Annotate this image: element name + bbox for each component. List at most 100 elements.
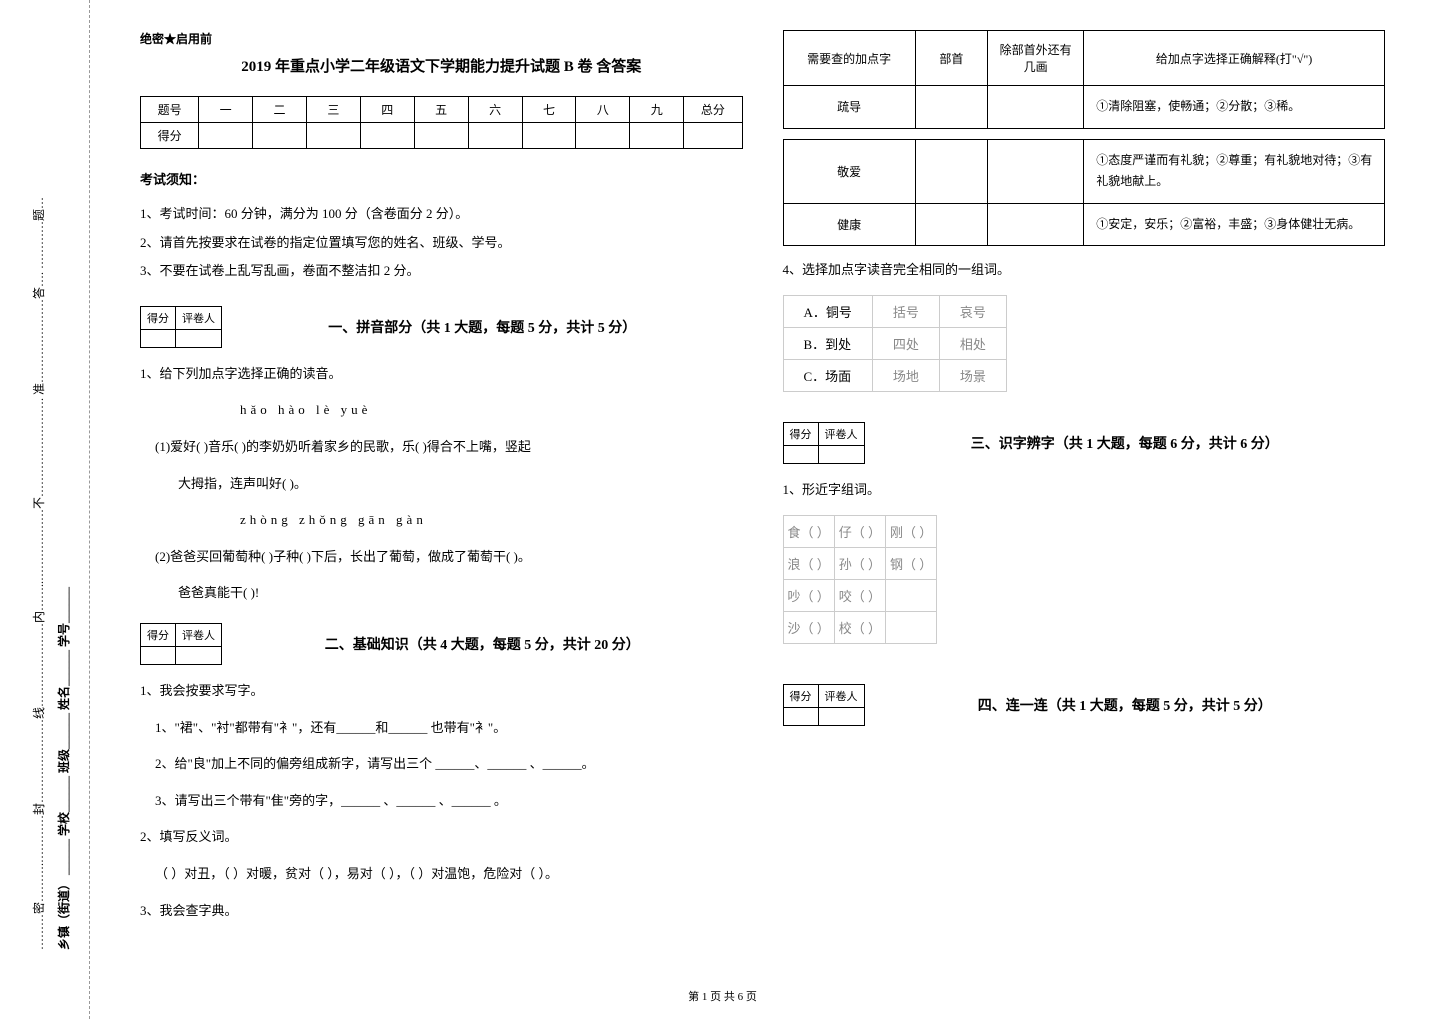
score-box-right: 评卷人 xyxy=(176,306,222,329)
score-box-blank xyxy=(818,445,864,463)
opt-cell: A．铜号 xyxy=(783,295,872,327)
score-header-cell: 六 xyxy=(468,97,522,123)
q1-line2: (2)爸爸买回葡萄种( )子种( )下后，长出了葡萄，做成了葡萄干( )。 xyxy=(155,543,743,572)
score-cell xyxy=(199,123,253,149)
dict-word: 健康 xyxy=(783,203,915,246)
dict-explain: ①态度严谨而有礼貌；②尊重；有礼貌地对待；③有礼貌地献上。 xyxy=(1084,139,1385,203)
dictionary-table-2: 敬爱 ①态度严谨而有礼貌；②尊重；有礼貌地对待；③有礼貌地献上。 健康 ①安定，… xyxy=(783,139,1386,247)
content-area: 绝密★启用前 2019 年重点小学二年级语文下学期能力提升试题 B 卷 含答案 … xyxy=(90,0,1445,1019)
notice-list: 1、考试时间：60 分钟，满分为 100 分（含卷面分 2 分）。 2、请首先按… xyxy=(140,200,743,286)
char-cell: 咬（ ） xyxy=(834,579,885,611)
char-cell: 吵（ ） xyxy=(783,579,834,611)
score-cell xyxy=(684,123,742,149)
char-cell: 食（ ） xyxy=(783,515,834,547)
pronunciation-table: A．铜号 括号 哀号 B．到处 四处 相处 C．场面 场地 场景 xyxy=(783,295,1007,392)
section-2-title: 二、基础知识（共 4 大题，每题 5 分，共计 20 分） xyxy=(222,634,743,654)
section-4-header: 得分 评卷人 四、连一连（共 1 大题，每题 5 分，共计 5 分） xyxy=(783,684,1386,726)
q4-label: 4、选择加点字读音完全相同的一组词。 xyxy=(783,256,1386,285)
score-header-cell: 九 xyxy=(630,97,684,123)
char-cell: 沙（ ） xyxy=(783,611,834,643)
score-box-left: 得分 xyxy=(141,623,176,646)
char-cell: 浪（ ） xyxy=(783,547,834,579)
dict-cell xyxy=(915,86,987,129)
char-cell: 校（ ） xyxy=(834,611,885,643)
dict-explain: ①清除阻塞，使畅通；②分散；③稀。 xyxy=(1084,86,1385,129)
dict-h1: 需要查的加点字 xyxy=(783,31,915,86)
opt-cell: 场地 xyxy=(872,359,939,391)
section-1-header: 得分 评卷人 一、拼音部分（共 1 大题，每题 5 分，共计 5 分） xyxy=(140,306,743,348)
char-cell: 刚（ ） xyxy=(886,515,937,547)
page-container: 乡镇（街道） ______ 学校______ 班级______ 姓名______… xyxy=(0,0,1445,1019)
dict-word: 疏导 xyxy=(783,86,915,129)
score-header-cell: 一 xyxy=(199,97,253,123)
q1-line1b: 大拇指，连声叫好( )。 xyxy=(178,470,743,499)
score-box-blank xyxy=(783,445,818,463)
score-header-cell: 四 xyxy=(360,97,414,123)
score-box-left: 得分 xyxy=(783,684,818,707)
opt-cell: 哀号 xyxy=(939,295,1006,327)
notice-item: 2、请首先按要求在试卷的指定位置填写您的姓名、班级、学号。 xyxy=(140,229,743,258)
dict-cell xyxy=(988,86,1084,129)
left-column: 绝密★启用前 2019 年重点小学二年级语文下学期能力提升试题 B 卷 含答案 … xyxy=(120,30,763,1009)
score-cell xyxy=(414,123,468,149)
pinyin-1: hǎo hào lè yuè xyxy=(240,396,743,425)
dict-cell xyxy=(915,203,987,246)
score-box-blank xyxy=(141,646,176,664)
section-4-title: 四、连一连（共 1 大题，每题 5 分，共计 5 分） xyxy=(865,695,1386,715)
q1-label: 1、给下列加点字选择正确的读音。 xyxy=(140,360,743,389)
score-cell xyxy=(468,123,522,149)
score-box-left: 得分 xyxy=(783,422,818,445)
score-box: 得分 评卷人 xyxy=(783,422,865,464)
opt-cell: 场景 xyxy=(939,359,1006,391)
score-box-blank xyxy=(176,646,222,664)
score-cell xyxy=(576,123,630,149)
binding-margin: 乡镇（街道） ______ 学校______ 班级______ 姓名______… xyxy=(0,0,90,1019)
exam-title: 2019 年重点小学二年级语文下学期能力提升试题 B 卷 含答案 xyxy=(140,55,743,76)
score-box-blank xyxy=(818,707,864,725)
opt-cell: C．场面 xyxy=(783,359,872,391)
secret-tag: 绝密★启用前 xyxy=(140,30,743,47)
score-box-blank xyxy=(783,707,818,725)
dict-cell xyxy=(988,203,1084,246)
opt-cell: 四处 xyxy=(872,327,939,359)
right-column: 需要查的加点字 部首 除部首外还有几画 给加点字选择正确解释(打"√") 疏导 … xyxy=(763,30,1406,1009)
s2-q1-2: 2、给"良"加上不同的偏旁组成新字，请写出三个 ______、______ 、_… xyxy=(155,750,743,779)
dict-h3: 除部首外还有几画 xyxy=(988,31,1084,86)
char-cell: 钢（ ） xyxy=(886,547,937,579)
binding-dashed-text: ………密……….…………封…………………线…………………内……..………………不… xyxy=(30,50,47,950)
score-cell xyxy=(360,123,414,149)
s2-q1-1: 1、"裙"、"衬"都带有"衤"，还有______和______ 也带有"衤"。 xyxy=(155,714,743,743)
section-1-title: 一、拼音部分（共 1 大题，每题 5 分，共计 5 分） xyxy=(222,317,743,337)
s2-q2-line: （ ）对丑，（ ）对暖，贫对（ ），易对（ ），（ ）对温饱，危险对（ ）。 xyxy=(155,860,743,889)
score-box-blank xyxy=(141,329,176,347)
score-cell xyxy=(522,123,576,149)
q1-line2b: 爸爸真能干( )! xyxy=(178,579,743,608)
s2-q2: 2、填写反义词。 xyxy=(140,823,743,852)
notice-item: 1、考试时间：60 分钟，满分为 100 分（含卷面分 2 分）。 xyxy=(140,200,743,229)
dict-h4: 给加点字选择正确解释(打"√") xyxy=(1084,31,1385,86)
char-cell xyxy=(886,611,937,643)
section-3-title: 三、识字辨字（共 1 大题，每题 6 分，共计 6 分） xyxy=(865,433,1386,453)
dict-cell xyxy=(988,139,1084,203)
notice-item: 3、不要在试卷上乱写乱画，卷面不整洁扣 2 分。 xyxy=(140,257,743,286)
s2-q3: 3、我会查字典。 xyxy=(140,897,743,926)
s3-q1: 1、形近字组词。 xyxy=(783,476,1386,505)
dict-cell xyxy=(915,139,987,203)
char-cell xyxy=(886,579,937,611)
score-box-left: 得分 xyxy=(141,306,176,329)
opt-cell: 括号 xyxy=(872,295,939,327)
score-header-cell: 二 xyxy=(253,97,307,123)
s2-q1: 1、我会按要求写字。 xyxy=(140,677,743,706)
score-box-right: 评卷人 xyxy=(176,623,222,646)
score-cell xyxy=(630,123,684,149)
score-box: 得分 评卷人 xyxy=(783,684,865,726)
score-header-cell: 总分 xyxy=(684,97,742,123)
char-cell: 孙（ ） xyxy=(834,547,885,579)
score-header-cell: 五 xyxy=(414,97,468,123)
opt-cell: 相处 xyxy=(939,327,1006,359)
dictionary-table: 需要查的加点字 部首 除部首外还有几画 给加点字选择正确解释(打"√") 疏导 … xyxy=(783,30,1386,129)
binding-labels: 乡镇（街道） ______ 学校______ 班级______ 姓名______… xyxy=(55,50,72,950)
dict-word: 敬爱 xyxy=(783,139,915,203)
score-cell xyxy=(306,123,360,149)
char-cell: 仔（ ） xyxy=(834,515,885,547)
